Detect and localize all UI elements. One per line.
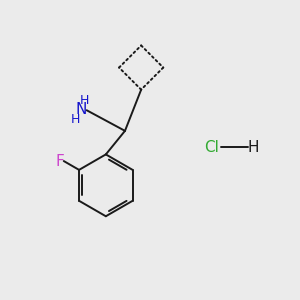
Text: H: H — [71, 112, 80, 126]
Text: H: H — [80, 94, 89, 107]
Text: Cl: Cl — [204, 140, 219, 154]
Text: N: N — [76, 102, 87, 117]
Text: F: F — [56, 154, 64, 169]
Text: H: H — [247, 140, 259, 154]
